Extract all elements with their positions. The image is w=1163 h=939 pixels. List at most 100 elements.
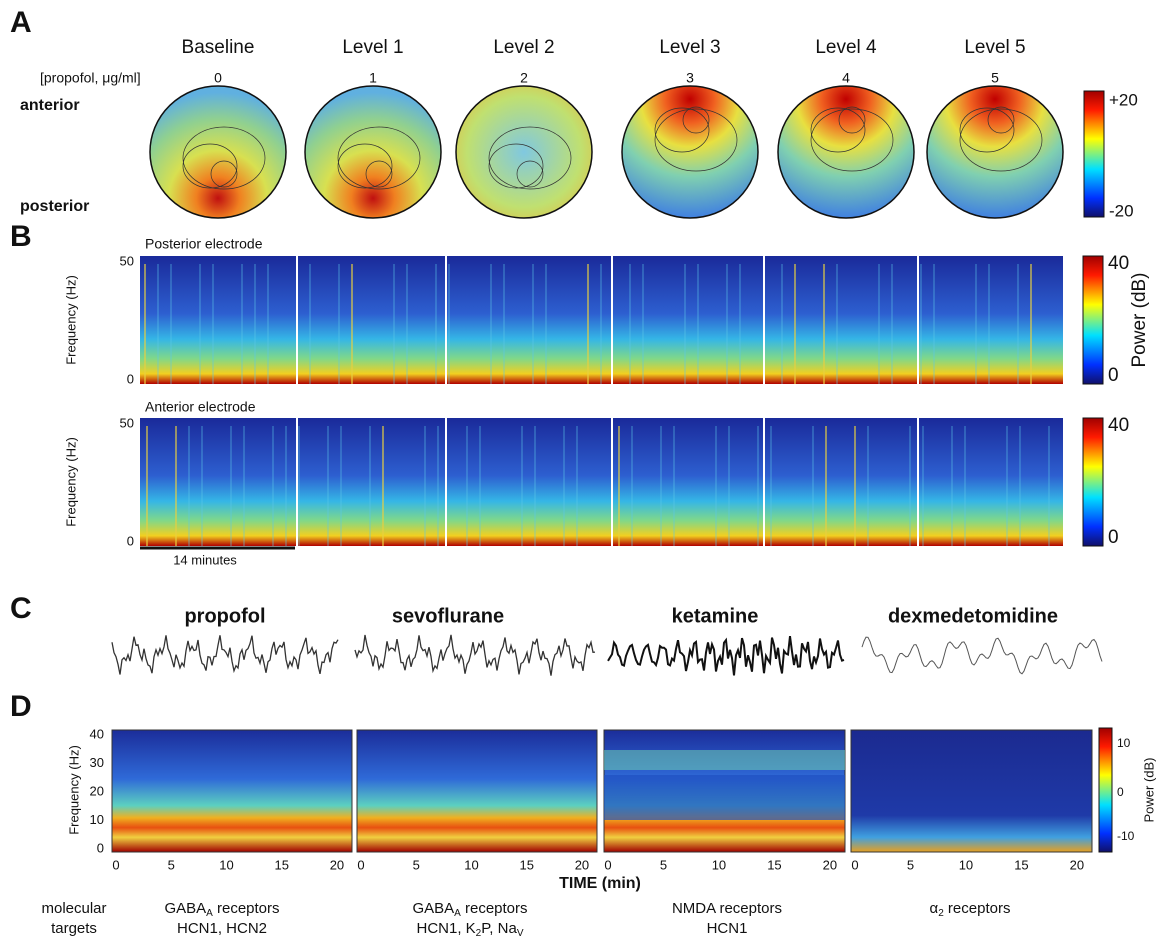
target-part: HCN1 bbox=[707, 920, 748, 937]
spectrogram bbox=[851, 730, 1092, 852]
level-title: Level 1 bbox=[342, 37, 403, 58]
level-title: Level 2 bbox=[493, 37, 554, 58]
x-tick-label: 15 bbox=[519, 857, 533, 872]
topomap bbox=[622, 86, 758, 218]
x-tick-label: 10 bbox=[464, 857, 478, 872]
colorbar-title: Power (dB) bbox=[1129, 272, 1150, 367]
target-part: V bbox=[517, 928, 524, 939]
target-label: HCN1 bbox=[707, 920, 748, 937]
drug-name: ketamine bbox=[672, 605, 759, 627]
colorbar bbox=[1083, 256, 1103, 384]
axis-label: Frequency (Hz) bbox=[63, 275, 78, 365]
x-tick-label: 15 bbox=[274, 857, 288, 872]
y-tick-label: 0 bbox=[127, 371, 134, 386]
dose: 5 bbox=[991, 70, 999, 86]
spectrogram-title: Posterior electrode bbox=[145, 236, 263, 252]
colorbar-label: -20 bbox=[1109, 201, 1134, 220]
dose: 4 bbox=[842, 70, 850, 86]
drug-name: dexmedetomidine bbox=[888, 605, 1058, 627]
colorbar-label: 40 bbox=[1108, 415, 1129, 436]
dose: 1 bbox=[369, 70, 377, 86]
x-tick-label: 0 bbox=[604, 857, 611, 872]
x-tick-label: 0 bbox=[112, 857, 119, 872]
target-part: P, Na bbox=[481, 920, 517, 937]
target-label: HCN1, K2P, NaV bbox=[416, 920, 523, 939]
target-part: HCN1, K bbox=[416, 920, 475, 937]
band bbox=[604, 775, 845, 820]
colorbar-label: 0 bbox=[1108, 527, 1119, 548]
y-tick-label: 20 bbox=[90, 783, 104, 798]
colorbar-label: 10 bbox=[1117, 736, 1131, 750]
target-part: GABA bbox=[412, 900, 454, 917]
x-tick-label: 0 bbox=[357, 857, 364, 872]
topomap bbox=[150, 86, 286, 218]
x-tick-label: 20 bbox=[575, 857, 589, 872]
figure: A Baseline 0 Level 1 1 Level 2 2 Level 3 3 Level … bbox=[0, 0, 1163, 939]
x-tick-label: 10 bbox=[959, 857, 973, 872]
colorbar-label: -10 bbox=[1117, 829, 1135, 843]
x-tick-label: 0 bbox=[851, 857, 858, 872]
drug-name: propofol bbox=[184, 605, 265, 627]
eeg-trace bbox=[112, 635, 338, 674]
y-tick-label: 40 bbox=[90, 726, 104, 741]
dose-label: [propofol, μg/ml] bbox=[40, 70, 141, 86]
colorbar bbox=[1084, 91, 1104, 217]
dose: 3 bbox=[686, 70, 694, 86]
panel-label: C bbox=[10, 592, 32, 625]
level-title: Level 3 bbox=[659, 37, 720, 58]
panel-label: B bbox=[10, 220, 32, 253]
panel-label: A bbox=[10, 6, 32, 39]
target-label: GABAA receptors bbox=[164, 900, 279, 919]
target-part: receptors bbox=[213, 900, 280, 917]
level-title: Level 4 bbox=[815, 37, 877, 58]
y-tick-label: 0 bbox=[97, 840, 104, 855]
x-tick-label: 15 bbox=[767, 857, 781, 872]
level-title: Baseline bbox=[182, 37, 255, 58]
axis-label: Frequency (Hz) bbox=[66, 745, 81, 835]
x-tick-label: 15 bbox=[1014, 857, 1028, 872]
target-label: α2 receptors bbox=[930, 900, 1011, 919]
targets-label: targets bbox=[51, 920, 97, 937]
y-tick-label: 50 bbox=[120, 415, 134, 430]
x-tick-label: 20 bbox=[1070, 857, 1084, 872]
x-tick-label: 20 bbox=[823, 857, 837, 872]
x-tick-label: 10 bbox=[712, 857, 726, 872]
x-tick-label: 5 bbox=[168, 857, 175, 872]
axis-label: TIME (min) bbox=[559, 875, 641, 892]
level-title: Level 5 bbox=[964, 37, 1025, 58]
colorbar-label: 0 bbox=[1117, 785, 1124, 799]
x-tick-label: 20 bbox=[330, 857, 344, 872]
eeg-trace bbox=[355, 635, 595, 676]
panel-label: D bbox=[10, 690, 32, 723]
colorbar-label: 40 bbox=[1108, 253, 1129, 274]
side-label: posterior bbox=[20, 198, 89, 215]
topomap bbox=[927, 86, 1063, 218]
x-tick-label: 10 bbox=[219, 857, 233, 872]
y-tick-label: 0 bbox=[127, 533, 134, 548]
dose: 2 bbox=[520, 70, 528, 86]
colorbar-label: +20 bbox=[1109, 90, 1138, 109]
target-part: α bbox=[930, 900, 939, 917]
target-label: NMDA receptors bbox=[672, 900, 782, 917]
spectrogram bbox=[357, 730, 597, 852]
x-tick-label: 5 bbox=[413, 857, 420, 872]
topomap bbox=[778, 86, 914, 218]
colorbar-title: Power (dB) bbox=[1141, 757, 1156, 822]
targets-label: molecular bbox=[41, 900, 106, 917]
eeg-trace bbox=[608, 636, 844, 675]
band bbox=[604, 750, 845, 770]
y-tick-label: 50 bbox=[120, 253, 134, 268]
y-tick-label: 10 bbox=[90, 812, 104, 827]
topomap bbox=[305, 86, 441, 218]
target-part: GABA bbox=[164, 900, 206, 917]
target-part: receptors bbox=[944, 900, 1011, 917]
colorbar-label: 0 bbox=[1108, 365, 1119, 386]
dose: 0 bbox=[214, 70, 222, 86]
target-part: NMDA receptors bbox=[672, 900, 782, 917]
spectrogram bbox=[112, 730, 352, 852]
x-tick-label: 5 bbox=[660, 857, 667, 872]
colorbar bbox=[1083, 418, 1103, 546]
y-tick-label: 30 bbox=[90, 755, 104, 770]
drug-name: sevoflurane bbox=[392, 605, 504, 627]
axis-label: Frequency (Hz) bbox=[63, 437, 78, 527]
